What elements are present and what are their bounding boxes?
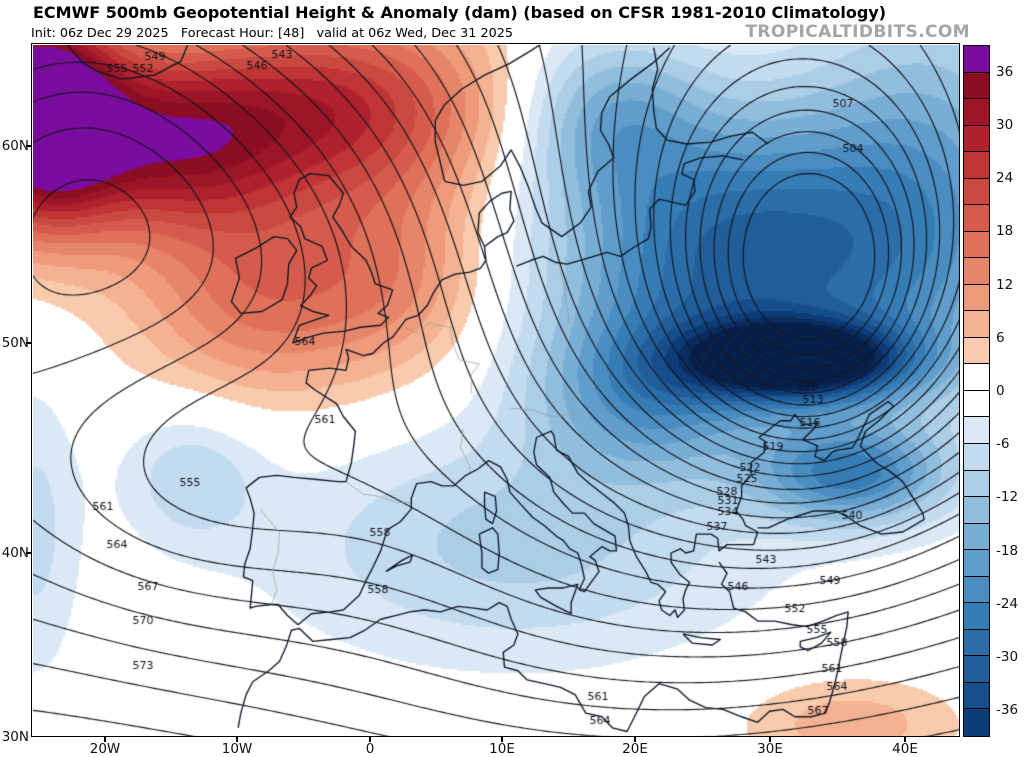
- colorbar-cell: [964, 576, 989, 604]
- lat-tick-mark: [26, 145, 31, 147]
- colorbar-tick-label: -30: [996, 649, 1019, 666]
- colorbar-tick-label: 30: [996, 116, 1014, 133]
- lat-tick-mark: [26, 552, 31, 554]
- colorbar-tick-label: 0: [996, 383, 1005, 399]
- lon-tick-mark: [369, 737, 371, 742]
- colorbar-cell: [964, 72, 989, 100]
- colorbar-cell: [964, 470, 989, 498]
- colorbar-cell: [964, 284, 989, 312]
- colorbar-tick-label: 18: [996, 223, 1014, 240]
- colorbar-tick-label: -12: [996, 489, 1019, 506]
- colorbar-cell: [964, 390, 989, 418]
- colorbar-cell: [964, 311, 989, 338]
- lat-tick-label: 40N: [1, 545, 29, 561]
- lon-tick-label: 40E: [892, 741, 918, 757]
- lon-tick-label: 0: [365, 741, 375, 757]
- colorbar-tick-label: -24: [996, 595, 1019, 612]
- colorbar-tick-label: 24: [996, 170, 1014, 187]
- colorbar-cell: [964, 231, 989, 259]
- colorbar-tick-label: -36: [996, 702, 1019, 719]
- lon-tick-mark: [904, 737, 906, 742]
- colorbar-tick-label: 36: [996, 63, 1014, 80]
- colorbar-cell: [964, 258, 989, 285]
- site-watermark: TROPICALTIDBITS.COM: [745, 22, 970, 42]
- colorbar-cell: [964, 417, 989, 444]
- colorbar-cell: [964, 523, 989, 551]
- colorbar-cell: [964, 603, 989, 630]
- lat-tick-label: 60N: [1, 138, 29, 154]
- colorbar-cell: [964, 629, 989, 657]
- colorbar-cell: [964, 205, 989, 232]
- lon-tick-mark: [104, 737, 106, 742]
- colorbar-cell: [964, 682, 989, 710]
- colorbar-cell: [964, 443, 989, 471]
- lon-tick-mark: [501, 737, 503, 742]
- colorbar-cell: [964, 337, 989, 365]
- colorbar-cell: [964, 364, 989, 391]
- colorbar-cell: [964, 46, 989, 73]
- lat-tick-label: 30N: [1, 729, 29, 745]
- lon-tick-mark: [634, 737, 636, 742]
- lon-tick-label: 10W: [221, 741, 253, 757]
- colorbar-cell: [964, 709, 989, 736]
- lon-tick-label: 20W: [89, 741, 121, 757]
- colorbar-cell: [964, 99, 989, 126]
- colorbar-cell: [964, 497, 989, 524]
- colorbar-cell: [964, 656, 989, 683]
- colorbar-cell: [964, 550, 989, 577]
- colorbar-cell: [964, 178, 989, 206]
- map-canvas: [33, 45, 960, 737]
- colorbar-tick-label: 6: [996, 329, 1005, 346]
- lon-tick-label: 20E: [622, 741, 648, 757]
- lon-tick-mark: [236, 737, 238, 742]
- lon-tick-label: 10E: [489, 741, 515, 757]
- colorbar-tick-label: -6: [996, 436, 1010, 453]
- forecast-init-line: Init: 06z Dec 29 2025 Forecast Hour: [48…: [31, 26, 514, 41]
- lat-tick-mark: [26, 342, 31, 344]
- page-title: ECMWF 500mb Geopotential Height & Anomal…: [33, 3, 887, 22]
- colorbar-tick-label: -18: [996, 542, 1019, 559]
- lon-tick-label: 30E: [757, 741, 783, 757]
- colorbar: [963, 45, 990, 737]
- colorbar-cell: [964, 125, 989, 153]
- colorbar-tick-label: 12: [996, 276, 1014, 293]
- lon-tick-mark: [769, 737, 771, 742]
- colorbar-cell: [964, 152, 989, 179]
- lat-tick-label: 50N: [1, 335, 29, 351]
